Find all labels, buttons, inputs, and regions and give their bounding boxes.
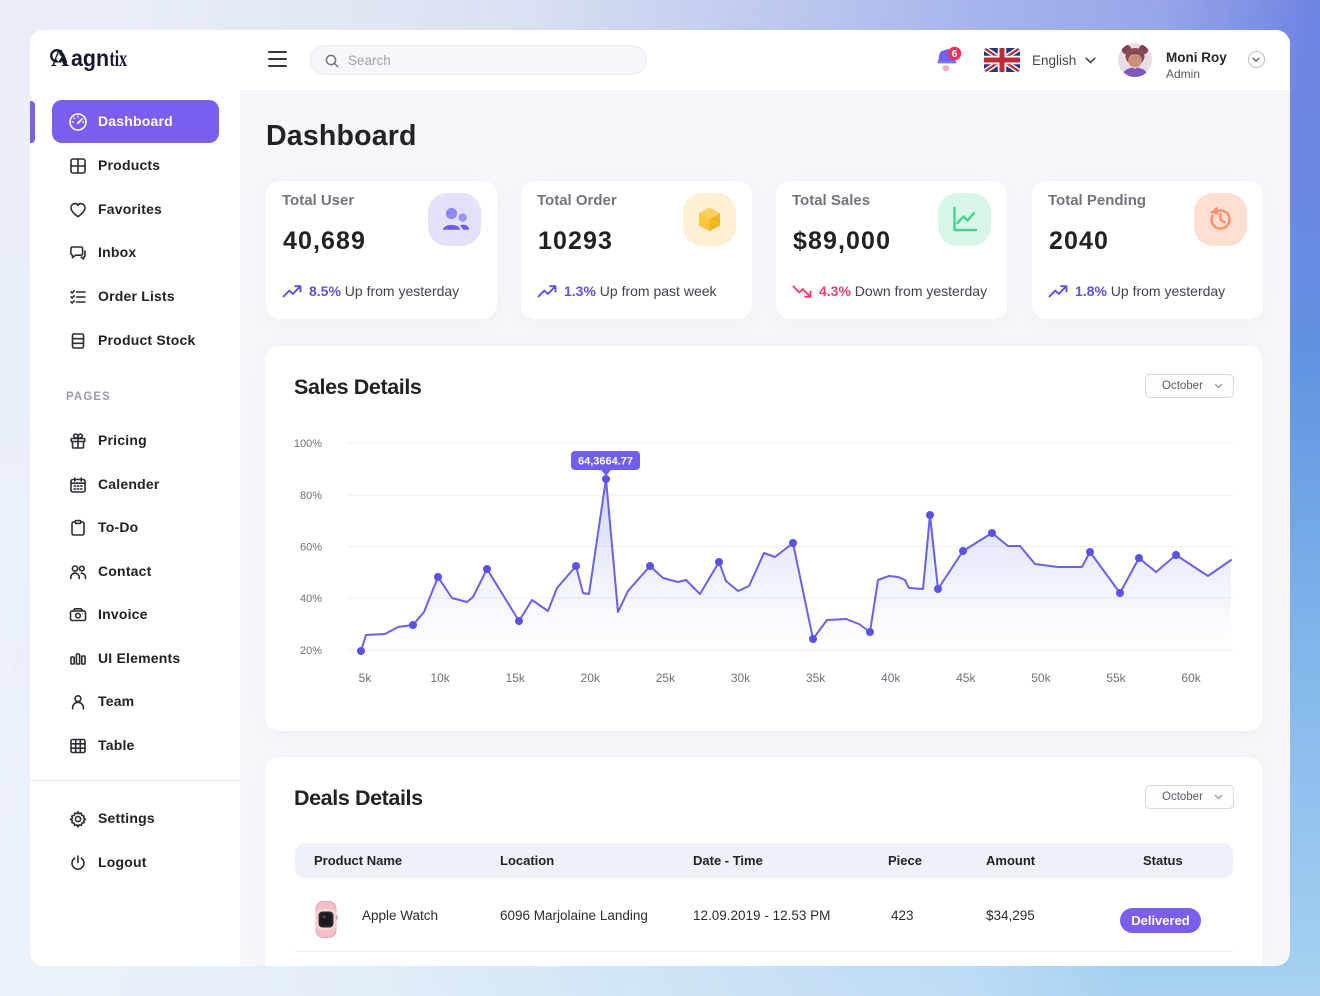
svg-text:40%: 40%: [300, 593, 322, 605]
svg-text:25k: 25k: [656, 671, 676, 685]
svg-text:6: 6: [952, 48, 958, 60]
svg-text:80%: 80%: [300, 490, 322, 502]
svg-text:5k: 5k: [359, 671, 373, 685]
svg-text:tix: tix: [110, 48, 128, 71]
svg-text:agn: agn: [71, 48, 109, 71]
svg-text:15k: 15k: [506, 671, 526, 685]
svg-text:50k: 50k: [1031, 671, 1051, 685]
svg-text:64,3664.77: 64,3664.77: [578, 456, 633, 468]
svg-text:45k: 45k: [956, 671, 976, 685]
svg-text:40k: 40k: [881, 671, 901, 685]
svg-text:35k: 35k: [806, 671, 826, 685]
svg-text:55k: 55k: [1106, 671, 1126, 685]
svg-text:60k: 60k: [1181, 671, 1201, 685]
svg-text:30k: 30k: [731, 671, 751, 685]
svg-text:60%: 60%: [300, 542, 322, 554]
svg-text:100%: 100%: [294, 438, 322, 450]
svg-text:20%: 20%: [300, 645, 322, 657]
svg-text:10k: 10k: [430, 671, 450, 685]
svg-text:20k: 20k: [581, 671, 601, 685]
